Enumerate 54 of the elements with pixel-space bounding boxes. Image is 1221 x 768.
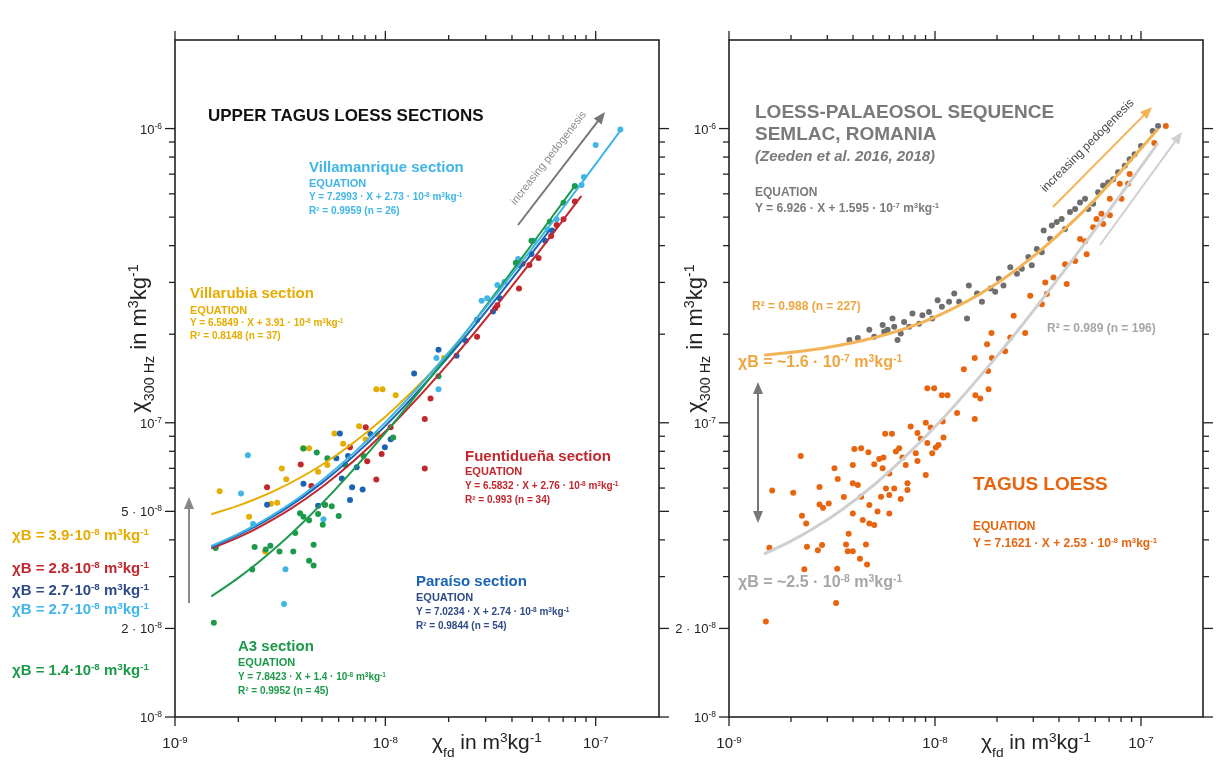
annotation: R² = 0.8148 (n = 37): [190, 330, 281, 341]
text: χB = 2.8·10$^{-8}$ m$^{3}$kg$^{-1}$: [12, 558, 150, 576]
text: (Zeeden et al. 2016, 2018): [755, 147, 936, 164]
series-label: A3 section: [238, 637, 314, 654]
text: Fuentidueña section: [465, 447, 611, 464]
annotation: R² = 0.9844 (n = 54): [416, 620, 507, 631]
annotation: Y = 6.5832 · X + 2.76 · 10$^{-8}$ m$^{3}$kg$^{-1}$: [465, 479, 619, 491]
annotation: Y = 7.8423 · X + 1.4 · 10$^{-8}$ m$^{3}$kg$^{-1}$: [238, 670, 387, 682]
annotation: EQUATION: [465, 465, 523, 477]
y-tick-label: 10$^{-8}$: [140, 709, 163, 725]
annotation: EQUATION: [238, 656, 296, 668]
y-tick-label: 2 · 10$^{-8}$: [675, 620, 717, 637]
annotation: R² = 0.989 (n = 196): [1047, 321, 1156, 335]
text: χB = 2.7·10$^{-8}$ m$^{3}$kg$^{-1}$: [12, 580, 150, 598]
annotation: χB = ~2.5 · 10$^{-8}$ m$^{3}$kg$^{-1}$: [738, 572, 903, 590]
y-tick-label: 10$^{-6}$: [140, 120, 163, 137]
text: UPPER TAGUS LOESS SECTIONS: [208, 106, 484, 125]
annotation: EQUATION: [309, 177, 367, 189]
y-tick-label: 2 · 10$^{-8}$: [121, 620, 163, 637]
text: Paraíso section: [416, 572, 527, 589]
annotation: R² = 0.993 (n = 34): [465, 494, 551, 505]
annotation: EQUATION: [755, 185, 818, 199]
text: Villamanrique section: [309, 158, 464, 175]
y-tick-label: 5 · 10$^{-8}$: [121, 503, 163, 520]
annotation: Y = 7.1621 · X + 2.53 · 10$^{-8}$ m$^{3}$kg$^{-1}$: [973, 535, 1158, 550]
annotation: EQUATION: [190, 304, 248, 316]
text: χB = 2.7·10$^{-8}$ m$^{3}$kg$^{-1}$: [12, 599, 150, 617]
x-axis-title: χ$_{fd}$ in m$^{3}$kg$^{-1}$: [981, 729, 1091, 760]
x-tick-label: 10$^{-8}$: [372, 733, 399, 751]
x-tick-label: 10$^{-7}$: [1128, 733, 1154, 751]
text: TAGUS LOESS: [973, 473, 1108, 494]
text: Villarubia section: [190, 284, 314, 301]
annotation: Y = 6.5849 · X + 3.91 · 10$^{-8}$ m$^{3}$kg$^{-1}$: [190, 316, 344, 328]
annotation: Y = 6.926 · X + 1.595 · 10$^{-7}$ m$^{3}$kg$^{-1}$: [755, 200, 940, 215]
x-tick-label: 10$^{-8}$: [922, 733, 948, 751]
annotation: χB = ~1.6 · 10$^{-7}$ m$^{3}$kg$^{-1}$: [738, 352, 903, 370]
x-axis-title: χ$_{fd}$ in m$^{3}$kg$^{-1}$: [432, 729, 542, 760]
text: χB = 1.4·10$^{-8}$ m$^{3}$kg$^{-1}$: [12, 660, 150, 678]
annotation: Y = 7.0234 · X + 2.74 · 10$^{-8}$ m$^{3}$kg$^{-1}$: [416, 605, 570, 617]
annotation: R² = 0.9959 (n = 26): [309, 205, 400, 216]
x-tick-label: 10$^{-9}$: [162, 733, 188, 751]
y-tick-label: 10$^{-7}$: [140, 414, 163, 431]
annotation: R² = 0.9952 (n = 45): [238, 685, 329, 696]
text: LOESS-PALAEOSOL SEQUENCE SEMLAC, ROMANIA: [755, 101, 1055, 144]
y-tick-label: 10$^{-7}$: [694, 414, 717, 431]
x-tick-label: 10$^{-9}$: [716, 733, 742, 751]
text: χB = 3.9·10$^{-8}$ m$^{3}$kg$^{-1}$: [12, 525, 150, 543]
annotation: Y = 7.2993 · X + 2.73 · 10$^{-8}$ m$^{3}$kg$^{-1}$: [309, 190, 463, 202]
annotation: EQUATION: [416, 591, 474, 603]
x-tick-label: 10$^{-7}$: [583, 733, 609, 751]
y-tick-label: 10$^{-6}$: [694, 120, 717, 137]
y-tick-label: 10$^{-8}$: [694, 709, 717, 725]
annotation: R² = 0.988 (n = 227): [752, 299, 861, 313]
annotation: EQUATION: [973, 519, 1036, 533]
